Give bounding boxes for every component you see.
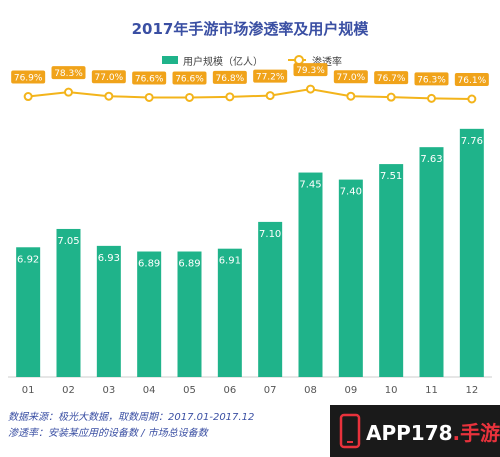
watermark-text-red: .手游网 bbox=[452, 421, 500, 445]
x-tick-label-06: 06 bbox=[223, 385, 236, 396]
bar-07 bbox=[258, 221, 283, 377]
chart-plot: 6.92 7.05 6.93 6.89 6.89 6.91 7.10 7.45 7.40 7.51… bbox=[8, 63, 492, 396]
watermark-text-white: APP178 bbox=[366, 421, 453, 445]
penetration-label-bg-06 bbox=[212, 70, 247, 84]
bar-08 bbox=[298, 172, 323, 377]
x-tick-label-10: 10 bbox=[385, 385, 398, 396]
penetration-point-04 bbox=[144, 92, 154, 102]
x-tick-label-08: 08 bbox=[304, 385, 317, 396]
bar-value-label-01: 6.92 bbox=[17, 254, 39, 265]
penetration-label-bg-08 bbox=[293, 63, 328, 77]
penetration-point-11 bbox=[427, 93, 436, 103]
site-watermark: APP178.手游网 bbox=[330, 405, 500, 457]
bar-value-label-07: 7.10 bbox=[259, 229, 281, 240]
bar-value-label-05: 6.89 bbox=[178, 259, 200, 270]
bar-labels-group: 6.92 7.05 6.93 6.89 6.89 6.91 7.10 7.45 7.40 7.51… bbox=[17, 136, 483, 270]
bar-value-label-11: 7.63 bbox=[420, 154, 442, 165]
footnote-definition: 渗透率：安装某应用的设备数 / 市场总设备数 bbox=[8, 428, 208, 439]
penetration-point-05 bbox=[185, 92, 194, 102]
bar-06 bbox=[217, 248, 242, 377]
x-tick-label-02: 02 bbox=[62, 385, 75, 396]
penetration-label-01: 76.9% bbox=[14, 74, 43, 84]
penetration-point-06 bbox=[225, 92, 235, 102]
bar-value-label-10: 7.51 bbox=[380, 171, 402, 182]
penetration-label-08: 79.3% bbox=[296, 66, 325, 76]
bar-value-label-12: 7.76 bbox=[461, 136, 483, 147]
x-tick-label-12: 12 bbox=[465, 385, 478, 396]
bar-value-label-06: 6.91 bbox=[219, 256, 241, 267]
penetration-label-04: 76.6% bbox=[135, 74, 164, 84]
bars-group bbox=[16, 128, 484, 377]
x-tick-label-03: 03 bbox=[102, 385, 115, 396]
legend-label-penetration: 渗透率 bbox=[312, 57, 342, 68]
penetration-label-bg-03 bbox=[91, 70, 126, 84]
penetration-point-03 bbox=[104, 91, 114, 101]
legend-swatch-bar bbox=[162, 56, 178, 64]
bar-02 bbox=[56, 228, 81, 377]
bar-04 bbox=[137, 251, 162, 377]
bar-11 bbox=[419, 147, 444, 377]
phone-icon bbox=[339, 413, 361, 449]
penetration-label-bg-02 bbox=[51, 66, 86, 80]
watermark-text: APP178.手游网 bbox=[366, 417, 500, 446]
bar-value-label-02: 7.05 bbox=[57, 236, 79, 247]
penetration-label-bg-04 bbox=[132, 71, 167, 85]
x-tick-labels-group: 01 02 03 04 05 06 07 08 09 10 11 12 bbox=[22, 385, 478, 396]
x-tick-label-01: 01 bbox=[22, 385, 35, 396]
penetration-label-bg-07 bbox=[253, 69, 288, 83]
penetration-point-02 bbox=[64, 87, 73, 97]
penetration-label-11: 76.3% bbox=[417, 75, 446, 85]
footnote-source: 数据来源：极光大数据，取数周期：2017.01-2017.12 bbox=[8, 412, 255, 423]
x-tick-label-05: 05 bbox=[183, 385, 196, 396]
bar-value-label-09: 7.40 bbox=[340, 187, 362, 198]
bar-value-label-04: 6.89 bbox=[138, 259, 160, 270]
x-tick-label-11: 11 bbox=[425, 385, 438, 396]
penetration-label-bg-05 bbox=[172, 71, 207, 85]
penetration-point-01 bbox=[23, 92, 33, 102]
penetration-line-group: 76.9% 78.3% 77.0% 76.6% 76.6% 76.8% 77.2% 79.3%… bbox=[11, 63, 489, 104]
bar-value-label-03: 6.93 bbox=[98, 253, 120, 264]
penetration-point-08 bbox=[306, 84, 315, 94]
penetration-point-10 bbox=[386, 92, 396, 102]
chart-title: 2017年手游市场渗透率及用户规模 bbox=[131, 20, 369, 38]
penetration-label-09: 77.0% bbox=[337, 73, 366, 83]
penetration-label-02: 78.3% bbox=[54, 69, 83, 79]
bar-03 bbox=[96, 245, 121, 377]
x-tick-label-07: 07 bbox=[264, 385, 277, 396]
x-tick-label-04: 04 bbox=[143, 385, 156, 396]
penetration-label-bg-10 bbox=[374, 71, 409, 85]
penetration-label-03: 77.0% bbox=[95, 73, 124, 83]
bar-01 bbox=[16, 247, 41, 377]
penetration-line bbox=[28, 88, 472, 100]
penetration-label-bg-01 bbox=[11, 70, 46, 84]
penetration-label-bg-11 bbox=[414, 72, 449, 86]
bar-10 bbox=[379, 164, 404, 377]
bar-09 bbox=[338, 179, 363, 377]
bar-05 bbox=[177, 251, 202, 377]
penetration-point-09 bbox=[346, 91, 356, 101]
bar-12 bbox=[459, 128, 484, 377]
penetration-label-12: 76.1% bbox=[458, 76, 487, 86]
penetration-label-bg-09 bbox=[333, 70, 368, 84]
penetration-point-12 bbox=[467, 94, 477, 104]
penetration-label-06: 76.8% bbox=[216, 74, 245, 84]
penetration-point-07 bbox=[265, 91, 275, 101]
penetration-label-10: 76.7% bbox=[377, 74, 406, 84]
penetration-label-bg-12 bbox=[454, 73, 489, 86]
bar-value-label-08: 7.45 bbox=[299, 180, 321, 191]
penetration-label-05: 76.6% bbox=[175, 74, 204, 84]
x-tick-label-09: 09 bbox=[344, 385, 357, 396]
penetration-label-07: 77.2% bbox=[256, 73, 285, 83]
legend-label-users: 用户规模（亿人） bbox=[183, 57, 263, 68]
